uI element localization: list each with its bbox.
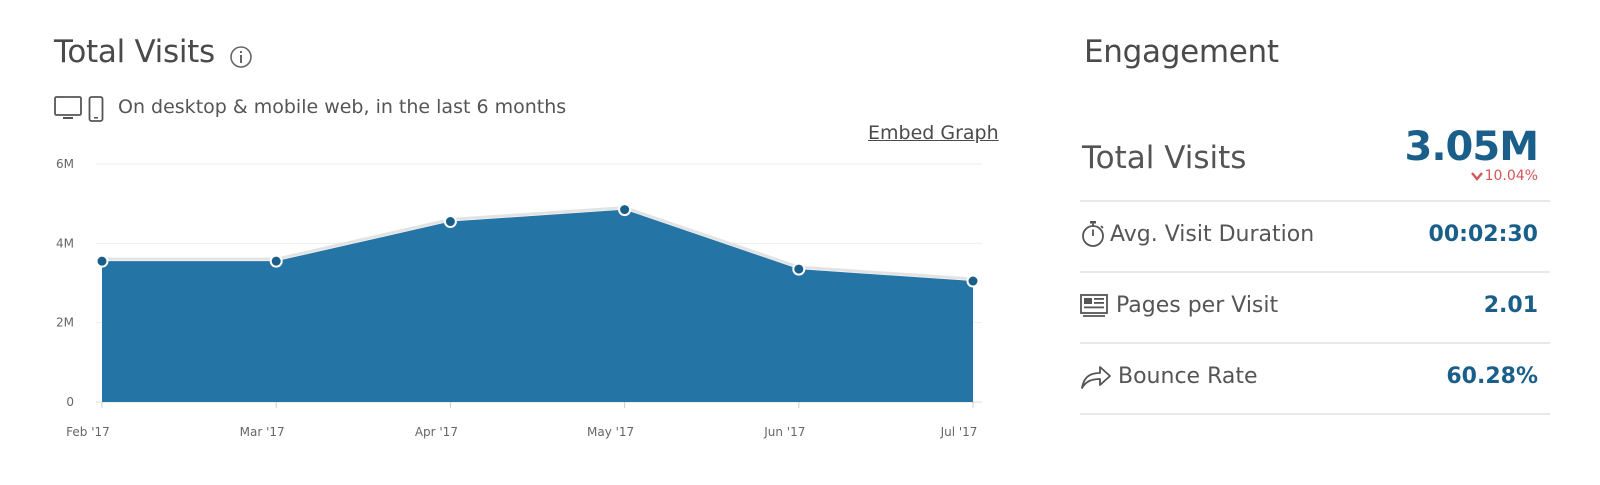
visits-area [102,209,973,402]
y-axis-ticks: 0 2M 4M 6M [56,157,74,409]
chevron-down-icon [1470,171,1483,181]
bounce-arrow-icon [1081,366,1111,389]
x-tick-label: May '17 [587,425,634,439]
y-tick-label: 2M [56,316,74,330]
data-point[interactable] [269,254,283,268]
engagement-panel: Engagement Total Visits 3.05M 10.04% Avg… [1080,0,1550,485]
avg-visit-duration-row: Avg. Visit Duration 00:02:30 [1080,200,1550,273]
y-tick-label: 0 [66,395,74,409]
desktop-icon [54,96,82,119]
bounce-rate-label: Bounce Rate [1118,364,1258,389]
pages-per-visit-value: 2.01 [1483,293,1538,318]
data-point[interactable] [95,254,109,268]
x-tick-label: Jun '17 [763,425,805,439]
total-visits-change-value: 10.04% [1484,168,1538,184]
x-tick-label: Feb '17 [66,425,110,439]
data-point[interactable] [792,262,806,276]
data-point[interactable] [618,203,632,217]
stopwatch-icon [1082,221,1104,247]
bounce-rate-value: 60.28% [1446,364,1538,389]
total-visits-panel: Total Visits On desktop & mobile web, in… [54,34,999,439]
data-points [95,203,980,288]
total-visits-value: 3.05M [1404,124,1539,170]
pages-icon [1080,294,1108,317]
total-visits-row: Total Visits 3.05M [1080,118,1550,202]
avg-visit-duration-value: 00:02:30 [1428,222,1538,247]
total-visits-change: 10.04% [1470,168,1538,184]
data-point[interactable] [443,215,457,229]
avg-visit-duration-label: Avg. Visit Duration [1110,222,1315,247]
x-tick-label: Apr '17 [415,425,458,439]
mobile-icon [88,96,104,122]
data-point[interactable] [966,274,980,288]
x-axis-ticks: Feb '17 Mar '17 Apr '17 May '17 Jun '17 Jul '… [66,402,977,439]
y-tick-label: 4M [56,236,74,250]
total-visits-label: Total Visits [1082,140,1247,176]
visits-area-chart: 0 2M 4M 6M Feb '17 Mar '17 Apr '17 May '17 Jun … [56,157,982,439]
y-tick-label: 6M [56,157,74,171]
x-tick-label: Mar '17 [240,425,285,439]
visits-line [102,206,974,281]
embed-graph-link[interactable]: Embed Graph [868,122,999,144]
pages-per-visit-label: Pages per Visit [1116,293,1279,318]
x-tick-label: Jul '17 [940,425,978,439]
pages-per-visit-row: Pages per Visit 2.01 [1080,271,1550,344]
panel-title: Total Visits [54,34,215,70]
engagement-title: Engagement [1084,34,1279,70]
panel-subtitle: On desktop & mobile web, in the last 6 m… [118,96,567,118]
info-icon[interactable] [229,45,253,69]
bounce-rate-row: Bounce Rate 60.28% [1080,342,1550,415]
